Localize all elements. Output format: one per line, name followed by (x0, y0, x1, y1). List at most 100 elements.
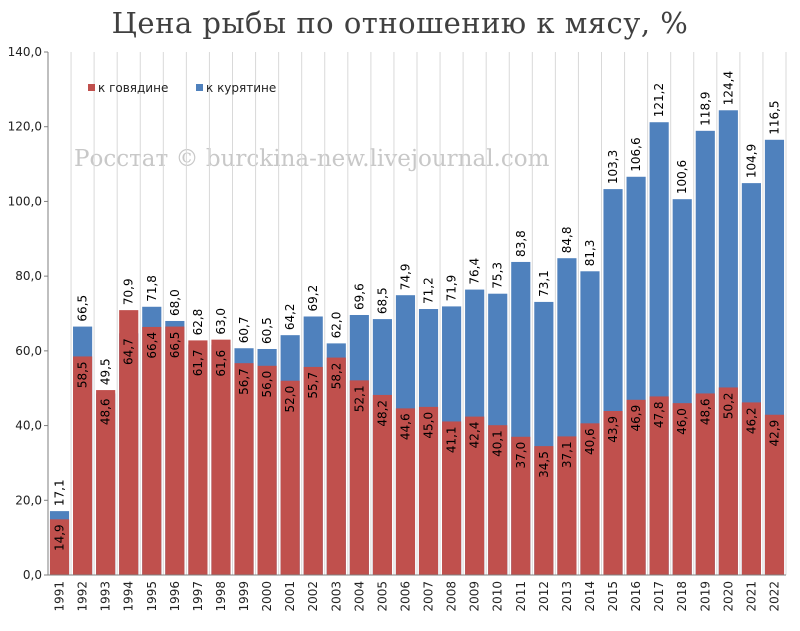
bar-beef (142, 326, 162, 575)
value-label-chicken: 71,8 (145, 275, 159, 302)
value-label-beef: 42,9 (767, 420, 781, 447)
bar-beef (234, 363, 254, 575)
value-label-beef: 37,0 (514, 442, 528, 469)
value-label-beef: 37,1 (560, 441, 574, 468)
value-label-beef: 41,1 (445, 426, 459, 453)
x-tick-label: 1993 (99, 581, 113, 612)
x-tick-label: 2017 (652, 581, 666, 612)
value-label-chicken: 68,5 (375, 287, 389, 314)
value-label-chicken: 64,7 (122, 338, 136, 365)
bar-beef (557, 436, 577, 575)
value-label-chicken: 61,7 (191, 350, 205, 377)
watermark-text: Росстат © burckina-new.livejournal.com (74, 146, 550, 172)
bar-beef (257, 365, 277, 575)
value-label-chicken: 84,8 (560, 226, 574, 253)
x-tick-label: 2020 (721, 581, 735, 612)
value-label-chicken: 121,2 (652, 83, 666, 117)
value-label-chicken: 104,9 (744, 144, 758, 178)
value-label-beef: 46,0 (675, 408, 689, 435)
x-tick-label: 1991 (53, 581, 67, 612)
bars-group (49, 110, 785, 576)
value-label-beef: 66,4 (145, 332, 159, 359)
value-label-chicken: 62,0 (329, 312, 343, 339)
bar-beef (534, 446, 554, 575)
bar-beef (442, 421, 462, 575)
x-tick-label: 1997 (191, 581, 205, 612)
bar-beef (764, 414, 785, 575)
value-label-chicken: 60,7 (237, 317, 251, 344)
bar-beef (119, 310, 139, 575)
y-tick-label: 40,0 (15, 419, 42, 433)
bar-beef (165, 326, 185, 575)
bar-beef (603, 411, 623, 575)
value-label-beef: 46,9 (629, 405, 643, 432)
y-tick-label: 100,0 (8, 194, 42, 208)
x-tick-label: 2009 (468, 581, 482, 612)
bar-beef (372, 394, 392, 575)
axes-group: 0,0 20,0 40,0 60,0 80,0 100,0 120,0 140,0 1991 19… (8, 45, 786, 612)
value-label-chicken: 66,5 (76, 295, 90, 322)
x-tick-label: 1999 (237, 581, 251, 612)
value-label-beef: 48,6 (698, 398, 712, 425)
bar-beef (718, 387, 738, 575)
value-label-beef: 50,2 (721, 392, 735, 419)
value-label-chicken: 64,2 (283, 303, 297, 330)
bar-beef (49, 519, 70, 575)
x-tick-label: 2011 (514, 581, 528, 612)
x-tick-label: 2016 (629, 581, 643, 612)
legend-swatch (88, 84, 95, 91)
x-tick-label: 2002 (306, 581, 320, 612)
y-tick-label: 0,0 (23, 568, 42, 582)
x-tick-label: 1992 (76, 581, 90, 612)
value-label-chicken: 124,4 (721, 71, 735, 105)
bar-beef (672, 403, 692, 575)
value-label-chicken: 81,3 (583, 240, 597, 267)
value-label-beef: 62,8 (191, 309, 205, 336)
value-label-chicken: 106,6 (629, 137, 643, 171)
legend: к говядине к курятине (88, 81, 276, 95)
x-tick-label: 2014 (583, 581, 597, 612)
value-label-beef: 55,7 (306, 372, 320, 399)
bar-beef (73, 356, 93, 575)
bar-beef (349, 380, 369, 575)
value-label-beef: 58,5 (76, 361, 90, 388)
value-label-beef: 47,8 (652, 401, 666, 428)
y-tick-label: 80,0 (15, 269, 42, 283)
legend-label: к говядине (98, 81, 168, 95)
value-label-chicken: 48,6 (99, 398, 113, 425)
value-label-beef: 70,9 (122, 278, 136, 305)
bar-beef (695, 393, 715, 575)
bar-beef (280, 380, 300, 575)
value-label-chicken: 60,5 (260, 317, 274, 344)
value-label-chicken: 61,6 (214, 350, 228, 377)
bar-beef (488, 425, 508, 575)
x-tick-label: 2003 (329, 581, 343, 612)
x-tick-label: 2021 (744, 581, 758, 612)
legend-swatch (196, 84, 203, 91)
bar-beef (395, 408, 416, 575)
x-tick-label: 1998 (214, 581, 228, 612)
value-label-chicken: 69,6 (352, 283, 366, 310)
x-tick-label: 2005 (375, 581, 389, 612)
value-label-beef: 63,0 (214, 308, 228, 335)
value-label-chicken: 100,6 (675, 160, 689, 194)
value-label-beef: 49,5 (99, 358, 113, 385)
value-label-beef: 66,5 (168, 332, 182, 359)
value-label-beef: 56,0 (260, 371, 274, 398)
value-label-chicken: 118,9 (698, 91, 712, 125)
bar-beef (326, 357, 346, 575)
grid-lines (47, 52, 787, 575)
bar-beef (188, 340, 208, 575)
y-tick-label: 20,0 (15, 493, 42, 507)
x-tick-label: 2015 (606, 581, 620, 612)
value-label-beef: 56,7 (237, 368, 251, 395)
x-tick-label: 2006 (398, 581, 412, 612)
value-labels-group: 17,1 14,9 66,5 58,5 49,5 48,6 70,9 64,7 71,8 66,4… (53, 71, 782, 551)
value-label-beef: 58,2 (329, 363, 343, 390)
value-label-chicken: 75,3 (491, 262, 505, 289)
value-label-beef: 40,6 (583, 428, 597, 455)
x-tick-label: 2007 (422, 581, 436, 612)
x-tick-label: 2000 (260, 581, 274, 612)
x-tick-label: 2019 (698, 581, 712, 612)
